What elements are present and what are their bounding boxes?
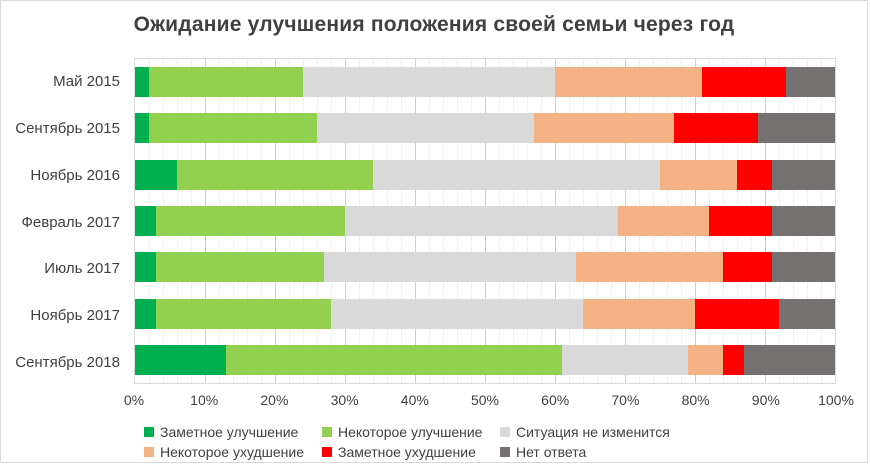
bar-row xyxy=(135,105,835,151)
y-axis-label: Ноябрь 2017 xyxy=(30,307,120,325)
bar-segment xyxy=(135,344,226,375)
legend-item: Некоторое ухудшение xyxy=(144,444,322,460)
legend-label: Заметное улучшение xyxy=(160,424,299,440)
stacked-bar xyxy=(135,344,835,375)
stacked-bar xyxy=(135,205,835,236)
bar-segment xyxy=(576,252,723,283)
bar-segment xyxy=(583,298,695,329)
x-axis-tick-label: 20% xyxy=(260,392,289,408)
bar-segment xyxy=(331,298,583,329)
bar-segment xyxy=(737,159,772,190)
x-axis-tick-label: 30% xyxy=(330,392,359,408)
x-axis-tick-label: 70% xyxy=(611,392,640,408)
bar-segment xyxy=(149,113,317,144)
chart-title: Ожидание улучшения положения своей семьи… xyxy=(133,13,735,36)
bar-segment xyxy=(772,205,835,236)
bar-segment xyxy=(772,252,835,283)
x-axis-tick-label: 0% xyxy=(123,392,145,408)
y-axis-label: Сентябрь 2018 xyxy=(15,354,120,372)
bar-segment xyxy=(345,205,618,236)
bar-row xyxy=(135,244,835,290)
legend-item: Нет ответа xyxy=(500,444,678,460)
bar-segment xyxy=(135,159,177,190)
legend-swatch xyxy=(500,447,510,457)
bar-segment xyxy=(660,159,737,190)
bar-segment xyxy=(135,113,149,144)
x-axis: 0% 10% 20% 30% 40% 50% 60% 70% 80% 90% 100% xyxy=(124,392,854,410)
bar-segment xyxy=(555,67,702,98)
legend-item: Некоторое улучшение xyxy=(322,424,500,440)
bar-segment xyxy=(534,113,674,144)
bar-segment xyxy=(226,344,562,375)
y-axis-label: Февраль 2017 xyxy=(21,213,120,231)
legend-swatch xyxy=(322,427,332,437)
x-axis-tick-label: 80% xyxy=(681,392,710,408)
stacked-bar xyxy=(135,159,835,190)
bar-row xyxy=(135,290,835,336)
bar-segment xyxy=(135,67,149,98)
bar-segment xyxy=(562,344,688,375)
bar-row xyxy=(135,337,835,383)
bar-segment xyxy=(723,252,772,283)
legend-swatch xyxy=(500,427,510,437)
bar-segment xyxy=(744,344,835,375)
stacked-bar xyxy=(135,252,835,283)
legend-swatch xyxy=(144,447,154,457)
bar-segment xyxy=(303,67,555,98)
x-axis-tick-label: 100% xyxy=(818,392,854,408)
x-axis-tick-label: 60% xyxy=(541,392,570,408)
legend-label: Заметное ухудшение xyxy=(338,444,476,460)
bar-segment xyxy=(786,67,835,98)
y-axis-label: Сентябрь 2015 xyxy=(15,119,120,137)
x-axis-tick-label: 40% xyxy=(400,392,429,408)
stacked-bar xyxy=(135,67,835,98)
x-axis-tick-label: 50% xyxy=(470,392,500,408)
x-axis-tick-label: 10% xyxy=(190,392,219,408)
legend-swatch xyxy=(144,427,154,437)
bar-row xyxy=(135,59,835,105)
legend-label: Некоторое ухудшение xyxy=(160,444,305,460)
bar-segment xyxy=(156,205,345,236)
legend-label: Нет ответа xyxy=(516,444,587,460)
y-axis-label: Май 2015 xyxy=(53,72,120,90)
bar-segment xyxy=(723,344,744,375)
bar-segment xyxy=(177,159,373,190)
y-axis-labels: Май 2015 Сентябрь 2015 Ноябрь 2016 Февраль … xyxy=(1,58,127,386)
bar-segment xyxy=(758,113,835,144)
bar-segment xyxy=(772,159,835,190)
legend-swatch xyxy=(322,447,332,457)
bar-segment xyxy=(156,252,324,283)
legend-item: Заметное улучшение xyxy=(144,424,322,440)
bar-row xyxy=(135,198,835,244)
bar-segment xyxy=(709,205,772,236)
bar-segment xyxy=(674,113,758,144)
bar-segment xyxy=(135,205,156,236)
bar-segment xyxy=(156,298,331,329)
x-axis-tick-label: 90% xyxy=(751,392,780,408)
bar-segment xyxy=(317,113,534,144)
bar-segment xyxy=(149,67,303,98)
bar-segment xyxy=(702,67,786,98)
legend-label: Некоторое улучшение xyxy=(338,424,483,440)
bar-segment xyxy=(695,298,779,329)
stacked-bar xyxy=(135,113,835,144)
bar-segment xyxy=(779,298,835,329)
bar-series-container xyxy=(135,59,835,383)
bar-segment xyxy=(135,298,156,329)
bar-segment xyxy=(688,344,723,375)
legend-item: Ситуация не изменится xyxy=(500,424,678,440)
legend: Заметное улучшение Некоторое улучшение Сит… xyxy=(144,424,678,460)
legend-label: Ситуация не изменится xyxy=(516,424,670,440)
plot-area xyxy=(134,58,836,384)
legend-item: Заметное ухудшение xyxy=(322,444,500,460)
stacked-bar xyxy=(135,298,835,329)
bar-row xyxy=(135,152,835,198)
bar-segment xyxy=(324,252,576,283)
bar-segment xyxy=(373,159,660,190)
y-axis-label: Июль 2017 xyxy=(44,260,120,278)
bar-segment xyxy=(618,205,709,236)
bar-segment xyxy=(135,252,156,283)
y-axis-label: Ноябрь 2016 xyxy=(30,166,120,184)
